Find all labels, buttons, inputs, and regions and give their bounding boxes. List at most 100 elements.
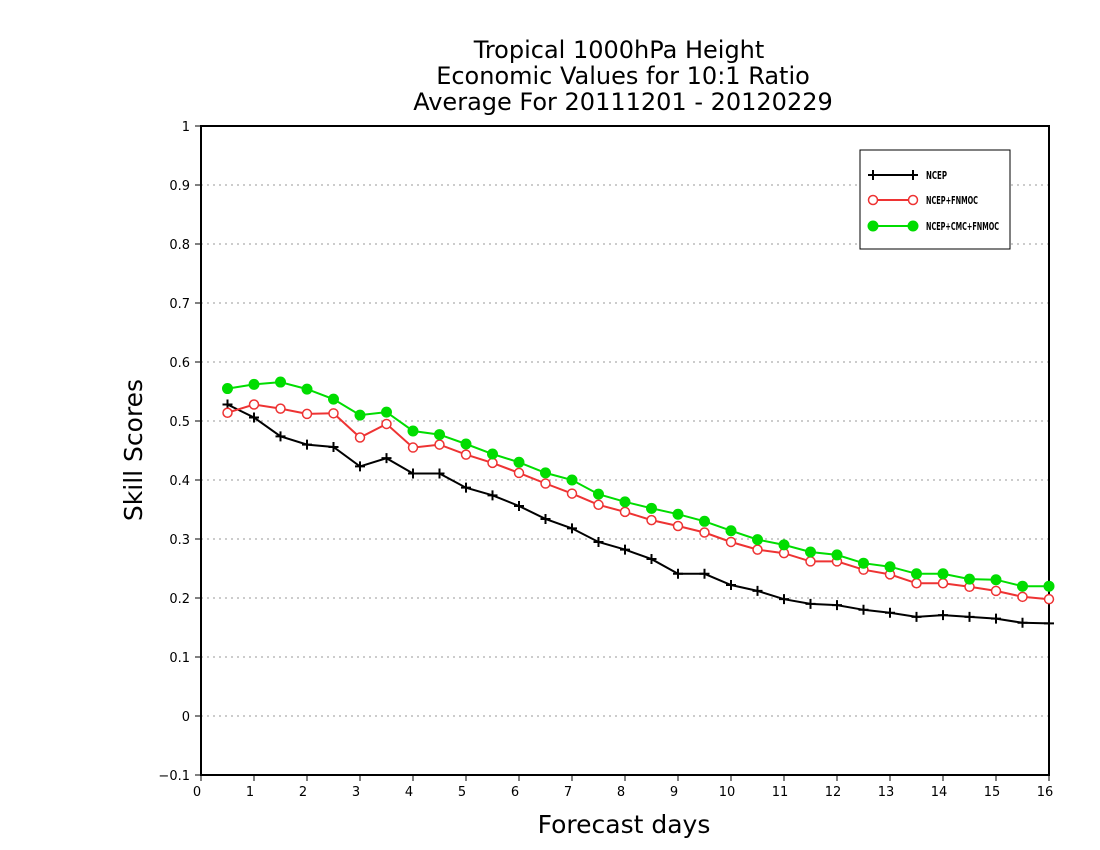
data-point	[248, 399, 260, 410]
data-point	[964, 611, 975, 622]
data-point	[487, 490, 498, 501]
x-tick-label: 15	[984, 785, 1001, 800]
legend-label: NCEP	[926, 169, 947, 182]
chart-title-line-2: Economic Values for 10:1 Ratio	[436, 62, 810, 90]
data-point	[408, 468, 418, 479]
data-point	[885, 607, 895, 618]
data-point	[540, 513, 551, 524]
data-point	[990, 574, 1002, 586]
data-point	[832, 600, 842, 611]
data-point	[275, 431, 286, 442]
data-point	[593, 488, 604, 500]
legend-marker	[907, 194, 919, 206]
data-point	[1044, 618, 1054, 629]
data-point	[1043, 593, 1055, 605]
x-tick-label: 13	[878, 785, 895, 800]
data-point	[593, 499, 604, 511]
data-point	[381, 406, 392, 418]
data-point	[646, 502, 657, 514]
series-ncep	[222, 399, 1054, 629]
data-point	[407, 425, 419, 437]
data-point	[222, 407, 233, 418]
x-tick-label: 6	[511, 785, 519, 800]
x-tick-label: 1	[246, 785, 254, 800]
legend-marker	[867, 220, 879, 232]
legend-label: NCEP+FNMOC	[926, 194, 978, 207]
data-point	[513, 467, 525, 479]
legend: NCEP NCEP+FNMOC NCEP+CMC+FNMOC	[859, 149, 1011, 250]
data-point	[938, 610, 948, 621]
data-point	[991, 613, 1001, 624]
data-point	[460, 438, 472, 450]
chart-title: Tropical 1000hPa Height Economic Values …	[413, 36, 833, 116]
legend-item: NCEP+CMC+FNMOC	[867, 220, 999, 233]
series-layer	[222, 376, 1055, 629]
data-point	[328, 393, 339, 405]
data-point	[461, 482, 471, 493]
x-tick-label: 9	[670, 785, 678, 800]
data-point	[249, 412, 259, 423]
data-point	[328, 408, 339, 419]
series-line	[227, 403, 1050, 625]
data-point	[699, 527, 710, 538]
y-tick-label: 0.5	[169, 415, 190, 430]
data-point	[699, 515, 710, 527]
data-point	[620, 544, 630, 555]
y-tick-label: 0.8	[169, 238, 190, 253]
data-point	[619, 496, 631, 508]
data-point	[513, 456, 525, 468]
y-tick-label: −0.1	[158, 769, 190, 784]
data-point	[593, 536, 604, 547]
data-point	[487, 457, 498, 469]
x-tick-label: 2	[299, 785, 307, 800]
data-point	[646, 514, 657, 526]
x-tick-label: 5	[458, 785, 466, 800]
y-tick-label: 0.9	[169, 179, 190, 194]
data-point	[487, 448, 498, 460]
data-point	[434, 429, 445, 441]
y-tick-label: 0.4	[169, 474, 190, 489]
x-tick-label: 8	[617, 785, 625, 800]
data-point	[779, 594, 789, 605]
legend-item: NCEP	[868, 169, 947, 182]
legend-marker	[868, 170, 878, 180]
x-tick-label: 4	[405, 785, 413, 800]
y-tick-label: 0.2	[169, 592, 190, 607]
data-point	[275, 403, 286, 414]
data-point	[301, 383, 313, 395]
y-tick-label: 0.6	[169, 356, 190, 371]
data-point	[725, 525, 737, 537]
data-point	[805, 546, 816, 558]
data-point	[672, 520, 684, 532]
data-point	[858, 604, 869, 615]
data-point	[911, 578, 922, 589]
data-point	[752, 544, 763, 555]
x-tick-label: 3	[352, 785, 360, 800]
data-point	[699, 568, 710, 579]
data-point	[1017, 591, 1028, 603]
data-point	[275, 376, 286, 388]
y-axis-label: Skill Scores	[119, 379, 148, 521]
chart-title-line-3: Average For 20111201 - 20120229	[413, 88, 833, 116]
data-point	[248, 378, 260, 390]
data-point	[540, 467, 551, 479]
data-point	[990, 585, 1002, 597]
y-tick-label: 0.7	[169, 297, 190, 312]
data-point	[540, 478, 551, 489]
data-point	[778, 539, 790, 551]
data-point	[858, 557, 869, 569]
x-tick-label: 0	[193, 785, 201, 800]
data-point	[434, 468, 445, 479]
data-point	[619, 506, 631, 518]
data-point	[514, 500, 524, 511]
series-line	[227, 403, 1050, 601]
data-point	[355, 461, 365, 472]
y-tick-label: 0.3	[169, 533, 190, 548]
data-point	[460, 449, 472, 460]
y-tick-label: 0	[182, 710, 190, 725]
series-ncep-cmc-fnmoc	[222, 376, 1055, 592]
data-point	[222, 383, 233, 395]
y-tick-label: 1	[182, 120, 190, 135]
data-point	[884, 561, 896, 573]
